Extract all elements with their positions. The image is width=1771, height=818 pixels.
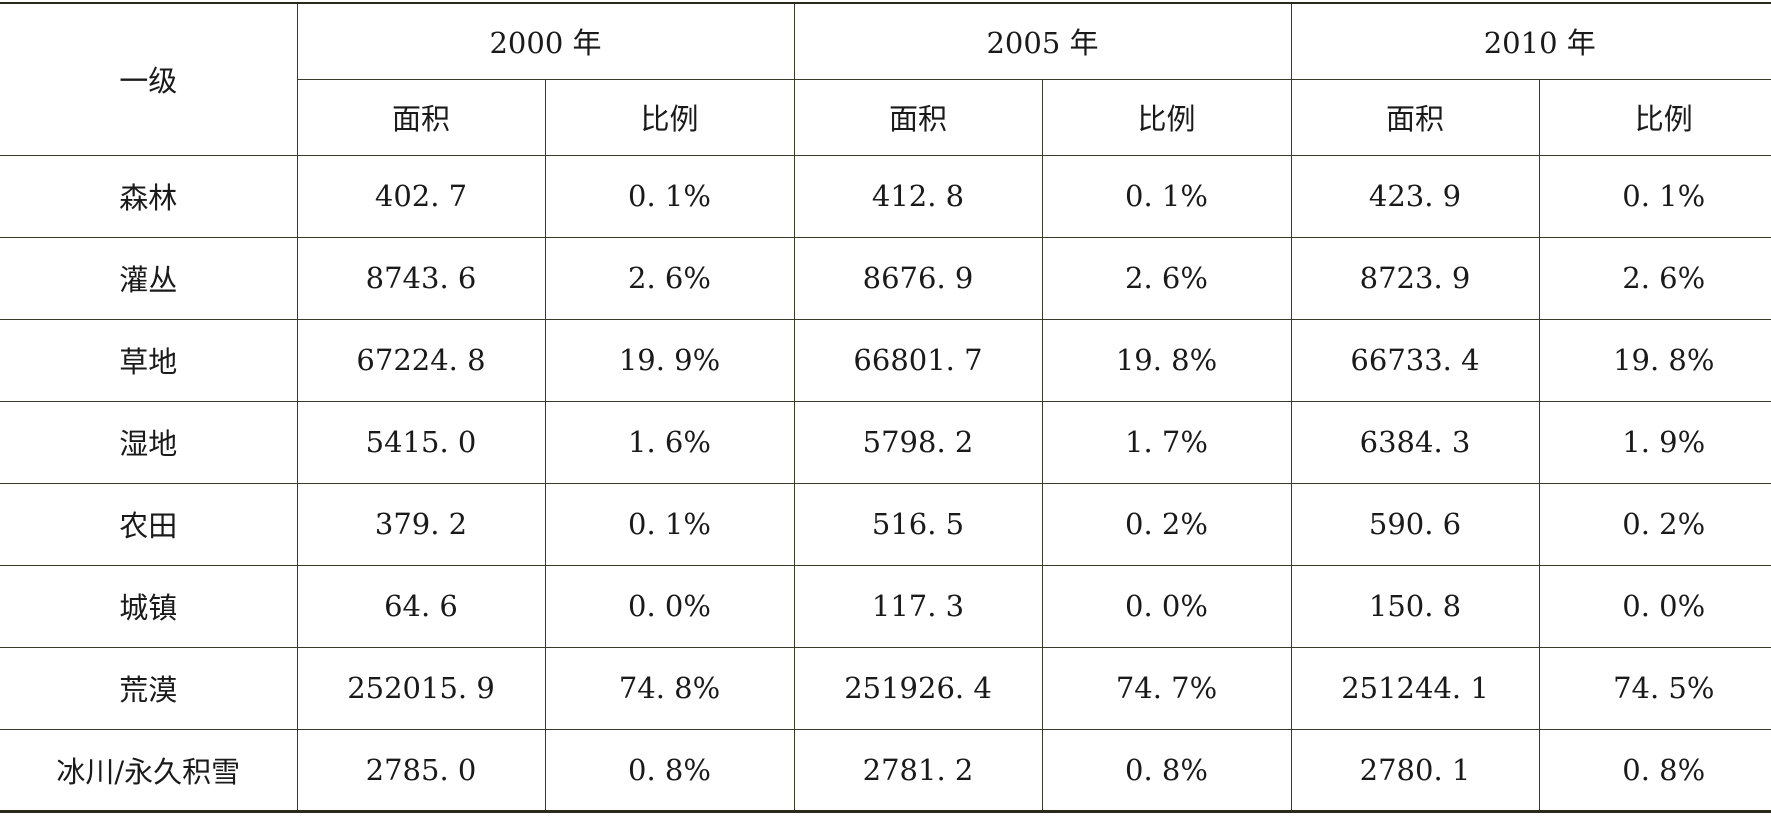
ratio-cell: 0. 0%: [544, 564, 795, 648]
area-cell: 8676. 9: [793, 236, 1043, 320]
area-cell: 2780. 1: [1290, 728, 1540, 813]
area-cell: 2785. 0: [296, 728, 546, 813]
ratio-cell: 0. 2%: [1538, 482, 1771, 566]
area-cell: 66801. 7: [793, 318, 1043, 402]
ratio-header: 比例: [1041, 78, 1292, 156]
area-cell: 64. 6: [296, 564, 546, 648]
category-cell: 荒漠: [0, 646, 298, 730]
ratio-cell: 0. 8%: [544, 728, 795, 813]
table-row: 农田 379. 2 0. 1% 516. 5 0. 2% 590. 6 0. 2%: [0, 482, 1771, 566]
ratio-cell: 0. 1%: [544, 154, 795, 238]
table-row: 城镇 64. 6 0. 0% 117. 3 0. 0% 150. 8 0. 0%: [0, 564, 1771, 648]
ratio-cell: 19. 8%: [1041, 318, 1292, 402]
ratio-header: 比例: [1538, 78, 1771, 156]
area-cell: 590. 6: [1290, 482, 1540, 566]
table-row: 冰川/永久积雪 2785. 0 0. 8% 2781. 2 0. 8% 2780. 1 0.…: [0, 728, 1771, 813]
category-cell: 森林: [0, 154, 298, 238]
area-cell: 251926. 4: [793, 646, 1043, 730]
area-cell: 117. 3: [793, 564, 1043, 648]
header-row-years: 一级 2000 年 2005 年 2010 年: [0, 2, 1771, 156]
area-cell: 5798. 2: [793, 400, 1043, 484]
area-cell: 67224. 8: [296, 318, 546, 402]
table-row: 湿地 5415. 0 1. 6% 5798. 2 1. 7% 6384. 3 1. 9%: [0, 400, 1771, 484]
area-cell: 251244. 1: [1290, 646, 1540, 730]
table-row: 灌丛 8743. 6 2. 6% 8676. 9 2. 6% 8723. 9 2. 6%: [0, 236, 1771, 320]
area-header: 面积: [793, 78, 1043, 156]
ratio-cell: 1. 7%: [1041, 400, 1292, 484]
ratio-cell: 1. 6%: [544, 400, 795, 484]
category-cell: 城镇: [0, 564, 298, 648]
ratio-cell: 1. 9%: [1538, 400, 1771, 484]
ratio-cell: 0. 0%: [1538, 564, 1771, 648]
ratio-cell: 0. 2%: [1041, 482, 1292, 566]
table-row: 荒漠 252015. 9 74. 8% 251926. 4 74. 7% 251244. …: [0, 646, 1771, 730]
table-row: 森林 402. 7 0. 1% 412. 8 0. 1% 423. 9 0. 1%: [0, 154, 1771, 238]
category-cell: 湿地: [0, 400, 298, 484]
area-cell: 5415. 0: [296, 400, 546, 484]
ratio-cell: 0. 1%: [544, 482, 795, 566]
ratio-cell: 19. 9%: [544, 318, 795, 402]
header-row-subheaders: 面积 比例 面积 比例 面积 比例: [0, 78, 1771, 156]
area-cell: 423. 9: [1290, 154, 1540, 238]
ratio-cell: 0. 0%: [1041, 564, 1292, 648]
area-header: 面积: [297, 78, 546, 156]
area-cell: 412. 8: [793, 154, 1043, 238]
table-row: 草地 67224. 8 19. 9% 66801. 7 19. 8% 66733. 4 19…: [0, 318, 1771, 402]
area-cell: 150. 8: [1290, 564, 1540, 648]
ratio-cell: 0. 1%: [1538, 154, 1771, 238]
year-header-2010: 2010 年: [1290, 2, 1771, 80]
area-cell: 8743. 6: [296, 236, 546, 320]
area-cell: 379. 2: [296, 482, 546, 566]
ratio-cell: 74. 7%: [1041, 646, 1292, 730]
year-header-2000: 2000 年: [296, 2, 795, 80]
area-cell: 66733. 4: [1290, 318, 1540, 402]
category-cell: 农田: [0, 482, 298, 566]
area-cell: 8723. 9: [1290, 236, 1540, 320]
area-cell: 2781. 2: [793, 728, 1043, 813]
ratio-cell: 0. 8%: [1041, 728, 1292, 813]
ratio-cell: 19. 8%: [1538, 318, 1771, 402]
ratio-cell: 2. 6%: [544, 236, 795, 320]
corner-header: 一级: [0, 2, 298, 156]
area-cell: 6384. 3: [1290, 400, 1540, 484]
ratio-cell: 0. 1%: [1041, 154, 1292, 238]
ratio-cell: 2. 6%: [1041, 236, 1292, 320]
ratio-cell: 0. 8%: [1538, 728, 1771, 813]
category-cell: 灌丛: [0, 236, 298, 320]
ratio-cell: 2. 6%: [1538, 236, 1771, 320]
table-body: 森林 402. 7 0. 1% 412. 8 0. 1% 423. 9 0. 1% 灌丛 874…: [0, 154, 1771, 813]
area-cell: 402. 7: [296, 154, 546, 238]
area-header: 面积: [1290, 78, 1540, 156]
category-cell: 草地: [0, 318, 298, 402]
area-cell: 516. 5: [793, 482, 1043, 566]
ratio-cell: 74. 5%: [1538, 646, 1771, 730]
category-cell: 冰川/永久积雪: [0, 728, 298, 813]
area-cell: 252015. 9: [296, 646, 546, 730]
ratio-cell: 74. 8%: [544, 646, 795, 730]
ratio-header: 比例: [544, 78, 795, 156]
year-header-2005: 2005 年: [793, 2, 1292, 80]
